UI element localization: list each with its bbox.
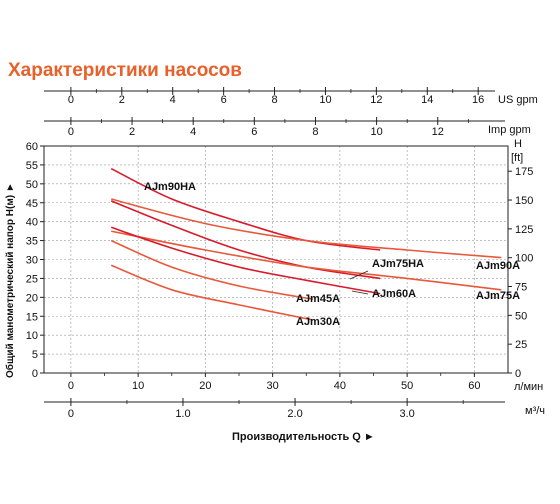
left-tick-label: 50: [26, 179, 38, 191]
right-tick-label: 25: [515, 339, 527, 351]
left-tick-label: 35: [26, 236, 38, 248]
bottom-m3h-tick-label: 3.0: [399, 408, 414, 420]
series-label-ajm45a: AJm45A: [296, 293, 340, 305]
top-imp-tick-label: 6: [251, 126, 257, 138]
right-tick-label: 50: [515, 310, 527, 322]
right-axis-title: H: [514, 138, 522, 150]
series-label-ajm90ha: AJm90HA: [144, 181, 196, 193]
bottom-m3h-tick-label: 0: [68, 408, 74, 420]
top-imp-unit: Imp gpm: [488, 124, 531, 136]
top-imp-tick-label: 2: [129, 126, 135, 138]
top-imp-tick-label: 4: [190, 126, 196, 138]
bottom-tick-label: 20: [199, 380, 211, 392]
top-us-tick-label: 0: [68, 94, 74, 106]
bottom-m3h-tick-label: 2.0: [287, 408, 302, 420]
right-axis-unit: [ft]: [511, 152, 523, 164]
series-label-ajm75ha: AJm75HA: [372, 258, 424, 270]
series-line-ajm60a: [110, 226, 381, 295]
top-us-tick-label: 2: [119, 94, 125, 106]
series-line-ajm90a: [110, 198, 502, 259]
series-line-ajm30a: [110, 264, 314, 321]
series-label-ajm75a: AJm75A: [476, 290, 520, 302]
bottom-tick-label: 60: [468, 380, 480, 392]
left-tick-label: 45: [26, 198, 38, 210]
top-us-tick-label: 8: [271, 94, 277, 106]
top-imp-tick-label: 8: [312, 126, 318, 138]
right-tick-label: 100: [515, 253, 533, 265]
bottom-tick-label: 30: [267, 380, 279, 392]
series-label-ajm30a: AJm30A: [296, 316, 340, 328]
bottom-m3h-unit: м³/ч: [525, 405, 545, 417]
left-tick-label: 0: [32, 368, 38, 380]
x-axis-label: Производительность Q ►: [232, 431, 375, 443]
label-leader-ajm75ha: [349, 270, 369, 280]
bottom-tick-label: 0: [68, 380, 74, 392]
left-tick-label: 30: [26, 255, 38, 267]
left-tick-label: 15: [26, 311, 38, 323]
top-us-unit: US gpm: [498, 94, 538, 106]
right-tick-label: 175: [515, 166, 533, 178]
label-leader-ajm60a: [351, 290, 369, 295]
bottom-tick-label: 10: [132, 380, 144, 392]
left-tick-label: 40: [26, 217, 38, 229]
top-imp-tick-label: 0: [68, 126, 74, 138]
left-tick-label: 25: [26, 273, 38, 285]
right-tick-label: 75: [515, 282, 527, 294]
bottom-lpm-unit: л/мин: [514, 381, 543, 393]
chart-labels: AJm90HA AJm90A AJm75HA AJm75A AJm60A AJm45A AJ…: [144, 181, 520, 328]
right-tick-label: 150: [515, 195, 533, 207]
right-tick-label: 125: [515, 224, 533, 236]
page-title: Характеристики насосов: [8, 60, 242, 81]
top-imp-tick-label: 12: [432, 126, 444, 138]
top-us-tick-label: 16: [472, 94, 484, 106]
left-tick-label: 55: [26, 160, 38, 172]
series-label-ajm60a: AJm60A: [372, 288, 416, 300]
top-us-tick-label: 14: [421, 94, 433, 106]
series-line-ajm90ha: [110, 167, 381, 251]
series-line-ajm75ha: [110, 200, 381, 280]
left-tick-label: 10: [26, 330, 38, 342]
y-axis-label: Общий манометрический напор H(м) ►: [4, 182, 16, 378]
left-tick-label: 60: [26, 141, 38, 153]
series-label-ajm90a: AJm90A: [476, 260, 520, 272]
series-line-ajm45a: [110, 239, 314, 300]
chart-series: [110, 167, 502, 321]
top-us-tick-label: 12: [370, 94, 382, 106]
bottom-m3h-tick-label: 1.0: [175, 408, 190, 420]
top-us-tick-label: 4: [170, 94, 176, 106]
bottom-tick-label: 40: [334, 380, 346, 392]
right-tick-label: 0: [515, 368, 521, 380]
left-tick-label: 20: [26, 292, 38, 304]
top-us-tick-label: 6: [221, 94, 227, 106]
top-imp-tick-label: 10: [370, 126, 382, 138]
left-tick-label: 5: [32, 349, 38, 361]
bottom-tick-label: 50: [401, 380, 413, 392]
top-us-tick-label: 10: [319, 94, 331, 106]
series-line-ajm75a: [111, 230, 502, 291]
